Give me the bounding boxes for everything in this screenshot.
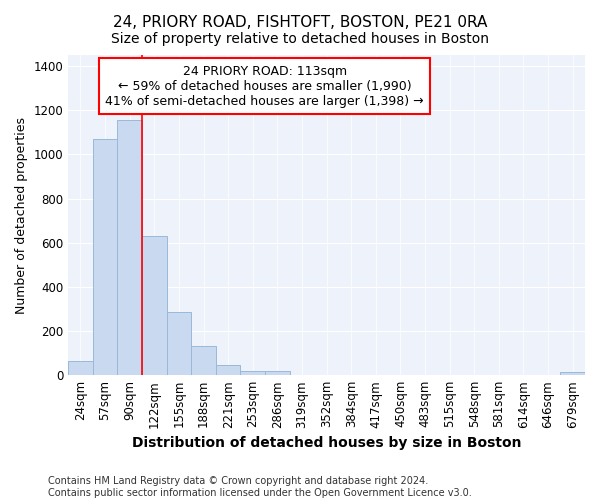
Text: 24, PRIORY ROAD, FISHTOFT, BOSTON, PE21 0RA: 24, PRIORY ROAD, FISHTOFT, BOSTON, PE21 … <box>113 15 487 30</box>
Bar <box>142 236 167 375</box>
Text: Contains HM Land Registry data © Crown copyright and database right 2024.
Contai: Contains HM Land Registry data © Crown c… <box>48 476 472 498</box>
Bar <box>265 371 290 375</box>
Bar <box>216 365 241 375</box>
Text: 24 PRIORY ROAD: 113sqm
← 59% of detached houses are smaller (1,990)
41% of semi-: 24 PRIORY ROAD: 113sqm ← 59% of detached… <box>105 64 424 108</box>
Bar <box>93 139 118 375</box>
Bar <box>241 371 265 375</box>
Bar <box>167 312 191 375</box>
Text: Size of property relative to detached houses in Boston: Size of property relative to detached ho… <box>111 32 489 46</box>
Bar <box>191 346 216 375</box>
X-axis label: Distribution of detached houses by size in Boston: Distribution of detached houses by size … <box>132 436 521 450</box>
Bar <box>118 120 142 375</box>
Bar <box>68 361 93 375</box>
Bar <box>560 372 585 375</box>
Y-axis label: Number of detached properties: Number of detached properties <box>15 116 28 314</box>
